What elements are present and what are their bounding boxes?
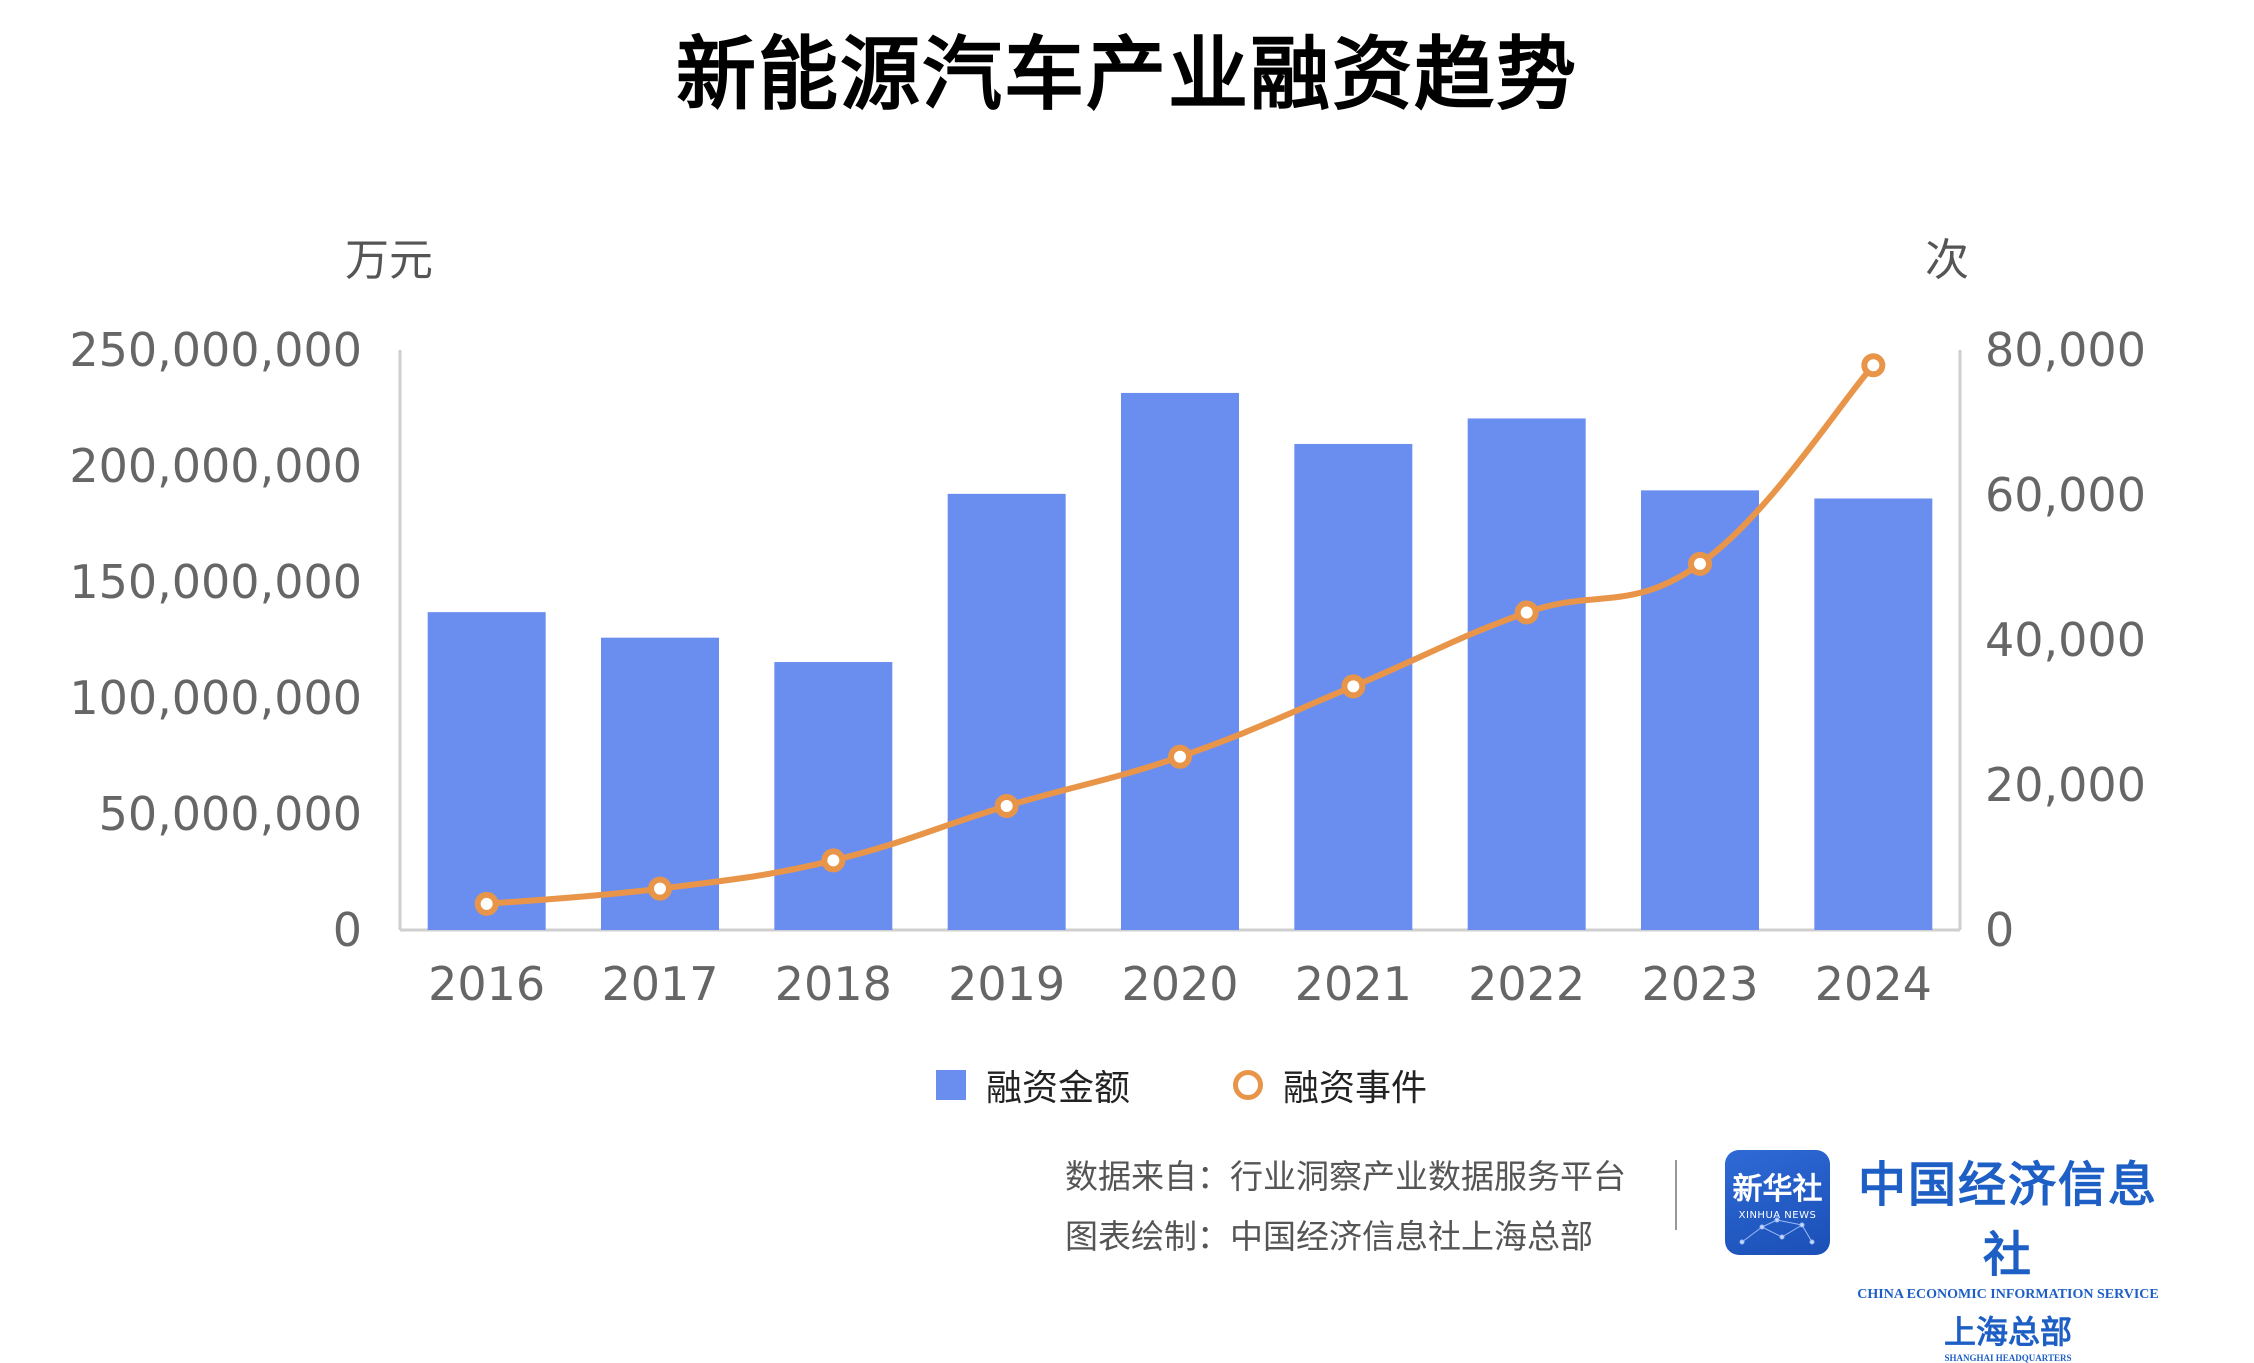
x-tick-label: 2024 [1815, 957, 1932, 1011]
chart-canvas: 万元 次 0 50,000,000 100,000,000 150,000,000 200,… [69, 235, 2146, 1011]
ceis-logo: 中国经济信息社 CHINA ECONOMIC INFORMATION SERVI… [1848, 1145, 2168, 1363]
bar-2019 [947, 493, 1066, 930]
y-right-tick-label: 20,000 [1985, 758, 2146, 812]
legend-line-label: 融资事件 [1283, 1068, 1428, 1109]
x-tick-label: 2017 [601, 957, 718, 1011]
x-tick-label: 2020 [1121, 957, 1238, 1011]
line-point-2023 [1688, 551, 1712, 576]
line-point-2021 [1341, 674, 1366, 699]
x-tick-label: 2022 [1468, 957, 1585, 1011]
y-left-tick-label: 0 [333, 903, 362, 957]
line-series-path [486, 363, 1876, 907]
x-tick-label: 2023 [1641, 957, 1758, 1011]
bar-2020 [1121, 392, 1239, 930]
ceis-logo-cn: 中国经济信息社 [1857, 1159, 2158, 1282]
x-tick-label: 2019 [948, 957, 1065, 1011]
y-right-tick-label: 80,000 [1985, 323, 2146, 377]
legend-bar-swatch [936, 1070, 966, 1100]
x-tick-label: 2016 [428, 957, 545, 1011]
bar-2016 [427, 612, 546, 930]
y-left-unit-label: 万元 [345, 235, 433, 286]
ceis-branch-en: SHANGHAI HEADQUARTERS [1944, 1353, 2072, 1363]
legend-item-line: 融资事件 [1233, 1060, 1427, 1110]
x-tick-label: 2021 [1295, 957, 1412, 1011]
chart-title: 新能源汽车产业融资趋势 [676, 28, 1578, 121]
line-point-2016 [474, 891, 499, 916]
globe-network-icon [1739, 1217, 1815, 1245]
ceis-logo-en: CHINA ECONOMIC INFORMATION SERVICE [1857, 1287, 2159, 1302]
ceis-branch-cn: 上海总部 [1943, 1314, 2072, 1350]
legend-line-swatch [1233, 1070, 1263, 1100]
data-source-note: 数据来自：行业洞察产业数据服务平台 [1065, 1157, 1626, 1196]
y-left-tick-label: 250,000,000 [69, 323, 362, 377]
line-point-2017 [648, 876, 672, 901]
x-tick-label: 2018 [775, 957, 892, 1011]
y-left-tick-label: 150,000,000 [69, 555, 362, 609]
line-point-2022 [1514, 600, 1539, 625]
y-left-tick-label: 50,000,000 [99, 787, 362, 841]
bar-2018 [774, 662, 893, 930]
line-point-2020 [1168, 744, 1192, 769]
y-left-tick-label: 100,000,000 [69, 671, 362, 725]
y-right-unit-label: 次 [1925, 235, 1969, 286]
xinhua-logo-en: XINHUA NEWS [1738, 1210, 1817, 1221]
y-left-tick-label: 200,000,000 [69, 439, 362, 493]
legend-item-bar: 融资金额 [936, 1060, 1130, 1110]
footer-divider [1675, 1160, 1677, 1230]
line-point-2024 [1861, 353, 1886, 378]
bar-2022 [1467, 418, 1586, 930]
y-right-tick-label: 0 [1985, 903, 2014, 957]
drawn-by-note: 图表绘制：中国经济信息社上海总部 [1065, 1217, 1593, 1256]
xinhua-logo-cn: 新华社 [1732, 1172, 1823, 1207]
bar-2024 [1814, 498, 1933, 930]
y-right-tick-label: 60,000 [1985, 468, 2146, 522]
legend-bar-label: 融资金额 [986, 1068, 1131, 1109]
line-point-2018 [821, 848, 846, 873]
y-right-tick-label: 40,000 [1985, 613, 2146, 667]
line-point-2019 [994, 794, 1019, 819]
xinhua-logo: 新华社 XINHUA NEWS [1725, 1150, 1830, 1255]
